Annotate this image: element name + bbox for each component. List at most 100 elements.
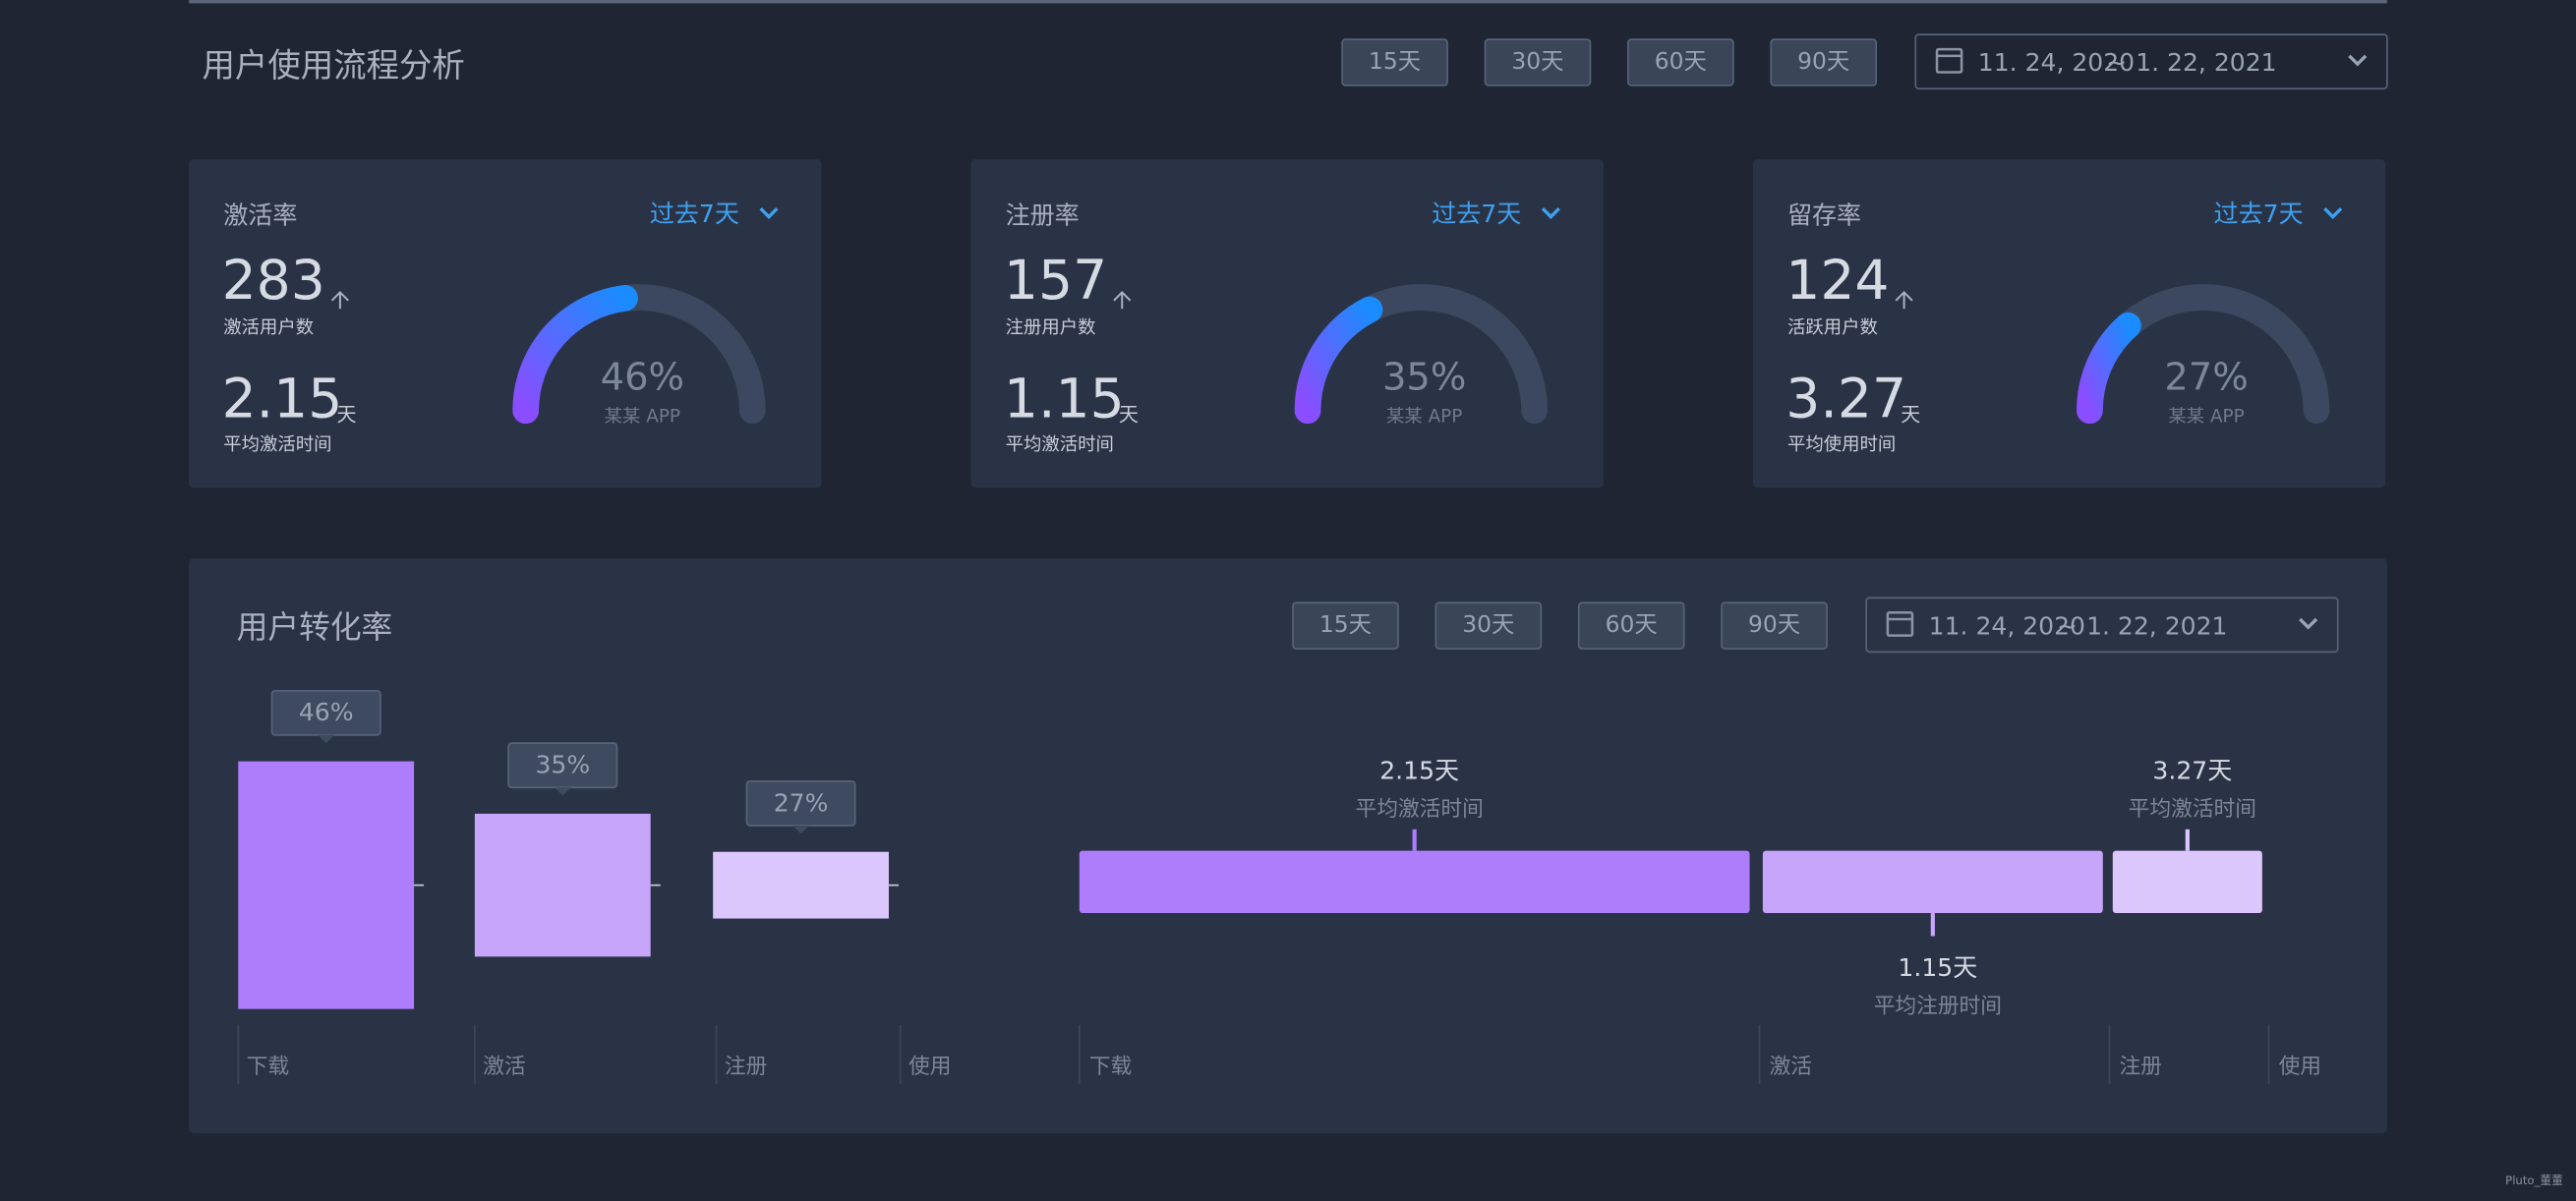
count: 157 — [1004, 250, 1107, 313]
category-label: 注册 — [725, 1055, 767, 1079]
period-select[interactable]: 过去7天 — [1432, 200, 1521, 228]
duration-unit: 天 — [2207, 756, 2232, 784]
up-arrow — [1895, 291, 1913, 310]
period-select[interactable]: 过去7天 — [650, 200, 739, 228]
card — [189, 159, 822, 488]
duration-label: 2.15天 — [1379, 756, 1459, 784]
gauge-label: 27% — [2164, 356, 2248, 400]
duration-unit: 天 — [1953, 953, 1977, 982]
funnel-bar — [474, 813, 651, 957]
gauge-arc — [1294, 296, 1383, 425]
range-button[interactable] — [1577, 601, 1685, 650]
callout-pointer — [792, 825, 809, 834]
calendar-icon — [1935, 47, 1963, 74]
gauge-arc — [2077, 312, 2141, 425]
category-label: 激活 — [483, 1055, 525, 1079]
card-title: 激活率 — [223, 201, 297, 230]
range-button[interactable] — [1770, 38, 1878, 86]
up-arrow — [1113, 291, 1132, 310]
gauge-label: 46% — [601, 356, 684, 400]
category-label: 下载 — [247, 1055, 289, 1079]
time: 3.27 — [1786, 369, 1906, 431]
value-label: 46% — [299, 698, 354, 726]
section-title: 用户使用流程分析 — [203, 46, 465, 85]
duration-bar — [2112, 850, 2262, 914]
time-unit: 天 — [1119, 402, 1139, 426]
funnel-bar — [713, 851, 889, 919]
range-label: 60天 — [1655, 47, 1707, 75]
range-button[interactable] — [1627, 38, 1734, 86]
up-arrow — [330, 291, 349, 310]
card — [970, 159, 1604, 488]
category-label: 注册 — [2119, 1055, 2161, 1079]
duration-value: 2.15 — [1379, 756, 1434, 784]
duration-label: 3.27天 — [2152, 756, 2232, 784]
duration-label: 1.15天 — [1898, 953, 1977, 982]
count-label: 活跃用户数 — [1787, 317, 1878, 338]
conversion-panel — [189, 558, 2387, 1133]
calendar-icon — [1886, 611, 1914, 637]
time-label: 平均激活时间 — [1006, 434, 1114, 455]
range-label: 15天 — [1369, 47, 1421, 75]
top-border — [189, 0, 2387, 4]
count: 124 — [1786, 250, 1889, 313]
range-button[interactable] — [1721, 601, 1828, 650]
period-select[interactable]: 过去7天 — [2214, 200, 2304, 228]
funnel-bar — [238, 761, 415, 1009]
callout-pointer — [554, 787, 571, 796]
range-label: 30天 — [1462, 610, 1514, 638]
card — [1752, 159, 2386, 488]
range-button[interactable] — [1292, 601, 1399, 650]
chevron — [2323, 207, 2343, 219]
range-label: 60天 — [1606, 610, 1658, 638]
range-label: 90天 — [1748, 610, 1800, 638]
time-label: 平均使用时间 — [1787, 434, 1896, 455]
gauge-arc — [512, 285, 638, 425]
gauge-caption: 某某 APP — [1386, 406, 1462, 427]
date-start: 11. 24, 2020 — [1978, 48, 2135, 77]
range-label: 15天 — [1319, 610, 1372, 638]
gauge-caption: 某某 APP — [605, 406, 680, 427]
range-button[interactable] — [1341, 38, 1448, 86]
count: 283 — [222, 250, 325, 313]
chevron — [759, 207, 779, 219]
time-unit: 天 — [337, 402, 357, 426]
range-button[interactable] — [1434, 601, 1543, 650]
chevron — [2299, 617, 2318, 630]
panel-title: 用户转化率 — [237, 610, 393, 646]
card-title: 留存率 — [1787, 201, 1861, 230]
category-label: 下载 — [1089, 1055, 1132, 1079]
range-button[interactable] — [1484, 38, 1592, 86]
category-label: 使用 — [2279, 1055, 2321, 1079]
category-label: 激活 — [1770, 1055, 1812, 1079]
duration-bar — [1079, 850, 1750, 914]
count-label: 注册用户数 — [1006, 317, 1096, 338]
date-start: 11. 24, 2020 — [1929, 611, 2085, 640]
category-label: 使用 — [908, 1055, 951, 1079]
time-unit: 天 — [1901, 402, 1920, 426]
time-label: 平均激活时间 — [223, 434, 331, 455]
callout-pointer — [318, 734, 335, 744]
time: 2.15 — [222, 369, 343, 431]
duration-value: 3.27 — [2152, 756, 2207, 784]
duration-caption: 平均注册时间 — [1874, 994, 2002, 1018]
duration-caption: 平均激活时间 — [1356, 797, 1484, 822]
gauge-label: 35% — [1382, 356, 1466, 400]
duration-value: 1.15 — [1898, 953, 1953, 982]
date-picker[interactable] — [1914, 33, 2388, 90]
date-picker[interactable] — [1865, 597, 2339, 654]
duration-unit: 天 — [1434, 756, 1459, 784]
gauge-caption: 某某 APP — [2168, 406, 2244, 427]
value-label: 27% — [774, 788, 829, 817]
duration-bar — [1762, 850, 2103, 914]
date-sep: ~ — [2106, 48, 2127, 77]
chevron — [1541, 207, 1560, 219]
value-label: 35% — [535, 751, 590, 779]
date-sep: ~ — [2057, 611, 2078, 640]
range-label: 30天 — [1511, 47, 1563, 75]
count-label: 激活用户数 — [223, 317, 314, 338]
chevron — [2348, 54, 2368, 67]
date-end: 1. 22, 2021 — [2136, 48, 2276, 77]
